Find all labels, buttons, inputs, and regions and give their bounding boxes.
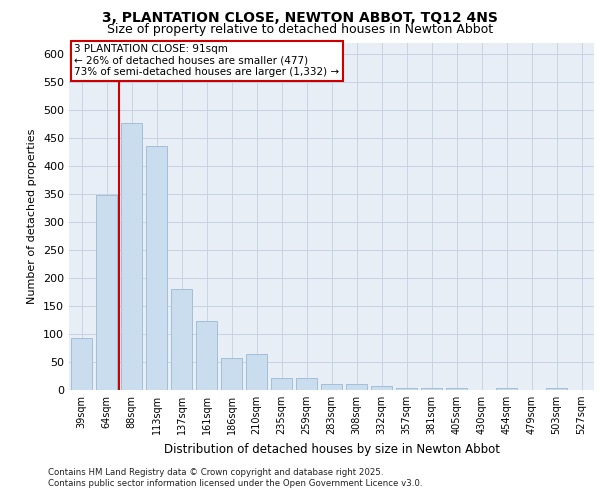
Text: Size of property relative to detached houses in Newton Abbot: Size of property relative to detached ho… [107,22,493,36]
Bar [271,378,292,390]
Bar [121,122,142,390]
Bar [321,384,342,390]
Bar [371,386,392,390]
X-axis label: Distribution of detached houses by size in Newton Abbot: Distribution of detached houses by size … [163,442,499,456]
Y-axis label: Number of detached properties: Number of detached properties [28,128,37,304]
Text: 3, PLANTATION CLOSE, NEWTON ABBOT, TQ12 4NS: 3, PLANTATION CLOSE, NEWTON ABBOT, TQ12 … [102,11,498,25]
Bar [171,289,192,390]
Bar [396,388,417,390]
Bar [96,195,117,390]
Bar [546,388,567,390]
Text: 3 PLANTATION CLOSE: 91sqm
← 26% of detached houses are smaller (477)
73% of semi: 3 PLANTATION CLOSE: 91sqm ← 26% of detac… [74,44,340,78]
Bar [421,388,442,390]
Bar [71,338,92,390]
Bar [246,354,267,390]
Bar [496,388,517,390]
Bar [221,358,242,390]
Bar [296,378,317,390]
Bar [196,320,217,390]
Bar [346,384,367,390]
Bar [146,146,167,390]
Bar [446,388,467,390]
Text: Contains HM Land Registry data © Crown copyright and database right 2025.
Contai: Contains HM Land Registry data © Crown c… [48,468,422,487]
